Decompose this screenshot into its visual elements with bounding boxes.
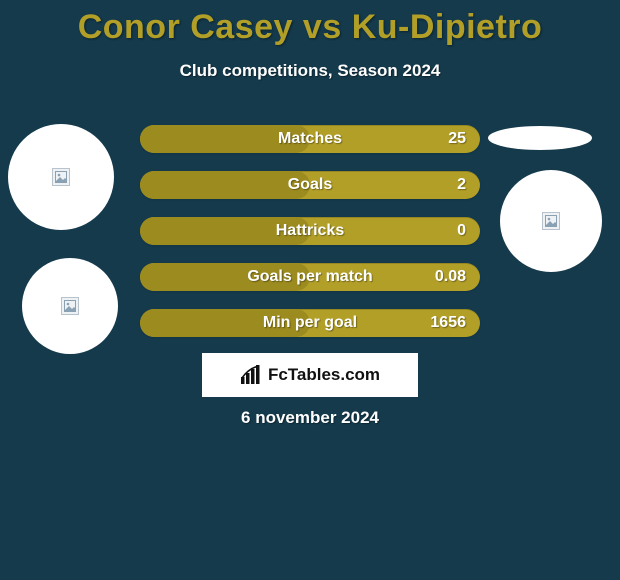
image-placeholder-icon <box>542 212 560 230</box>
date-label: 6 november 2024 <box>0 408 620 428</box>
stat-label: Goals per match <box>247 268 372 286</box>
comparison-card: Conor Casey vs Ku-Dipietro Club competit… <box>0 0 620 580</box>
stat-bar: Goals 2 <box>140 171 480 199</box>
player-a-name: Conor Casey <box>78 8 293 46</box>
page-title: Conor Casey vs Ku-Dipietro <box>0 0 620 47</box>
stat-bar-fill <box>140 171 310 199</box>
stat-bars: Matches 25 Goals 2 Hattricks 0 Goals per match… <box>140 125 480 355</box>
fctables-logo-icon <box>240 365 262 385</box>
image-placeholder-icon <box>61 297 79 315</box>
image-placeholder-icon <box>52 168 70 186</box>
stat-value: 25 <box>448 130 466 148</box>
avatar-player-a-1 <box>8 124 114 230</box>
subtitle: Club competitions, Season 2024 <box>0 61 620 81</box>
stat-label: Min per goal <box>263 314 357 332</box>
stat-bar: Matches 25 <box>140 125 480 153</box>
stat-label: Hattricks <box>276 222 344 240</box>
player-b-name: Ku-Dipietro <box>352 8 543 46</box>
avatar-player-a-2 <box>22 258 118 354</box>
logo-text: FcTables.com <box>268 365 380 385</box>
stat-bar: Goals per match 0.08 <box>140 263 480 291</box>
stat-value: 1656 <box>430 314 466 332</box>
avatar-ellipse <box>488 126 592 150</box>
stat-value: 0 <box>457 222 466 240</box>
stat-label: Matches <box>278 130 342 148</box>
stat-value: 2 <box>457 176 466 194</box>
stat-bar: Hattricks 0 <box>140 217 480 245</box>
logo-box: FcTables.com <box>202 353 418 397</box>
stat-label: Goals <box>288 176 332 194</box>
vs-label: vs <box>303 8 342 46</box>
stat-value: 0.08 <box>435 268 466 286</box>
avatar-player-b-1 <box>500 170 602 272</box>
stat-bar: Min per goal 1656 <box>140 309 480 337</box>
